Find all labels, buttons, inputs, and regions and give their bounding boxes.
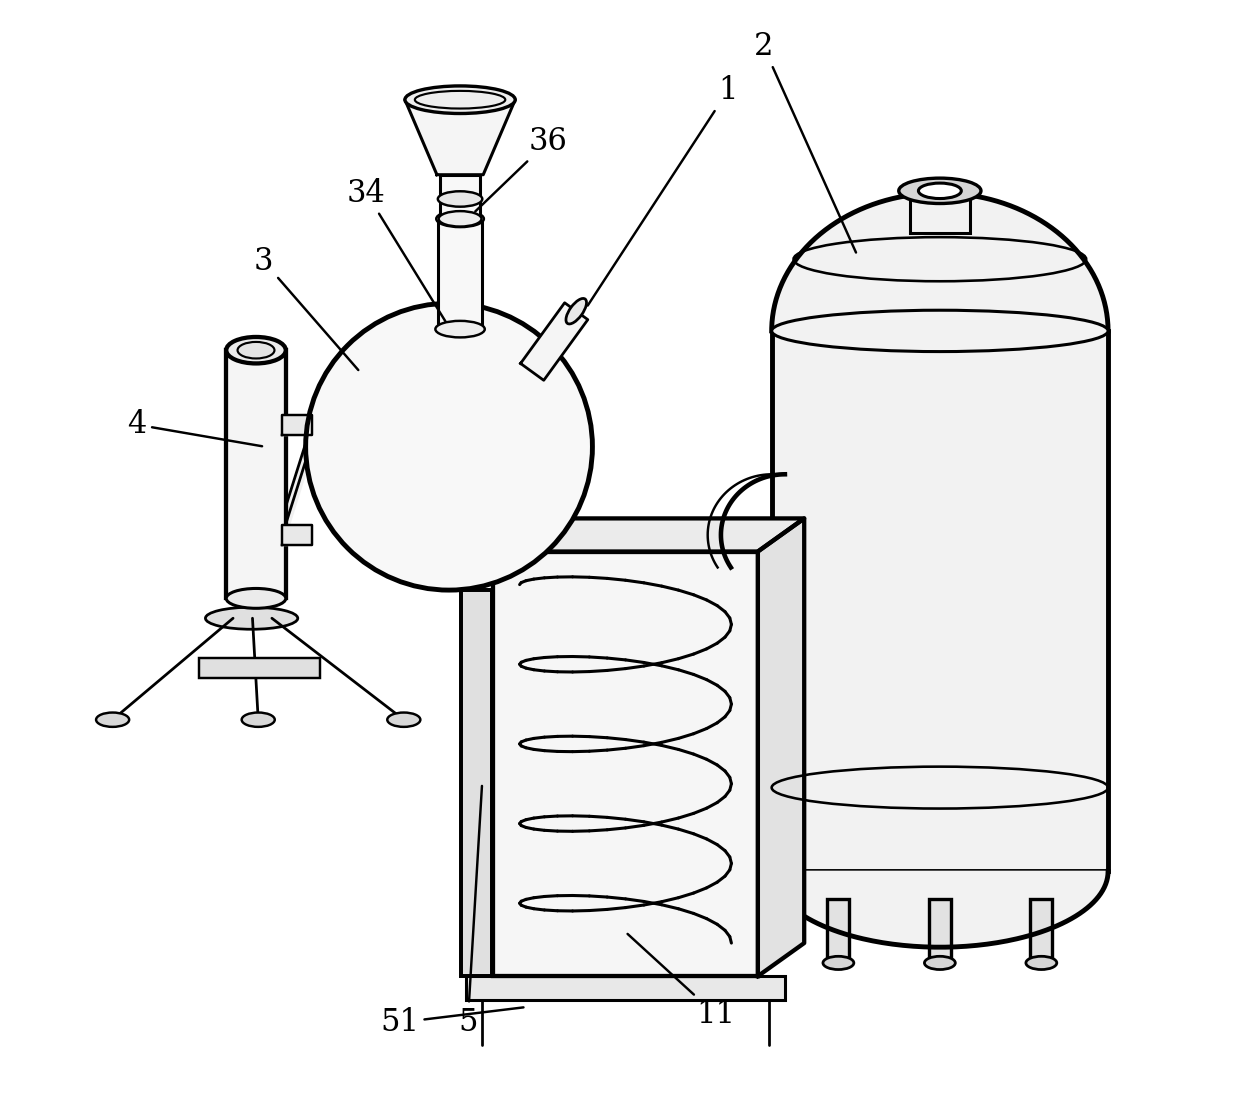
Bar bbox=[1030, 899, 1053, 963]
Ellipse shape bbox=[206, 607, 298, 629]
Ellipse shape bbox=[405, 86, 515, 114]
Ellipse shape bbox=[919, 183, 961, 199]
Text: 5: 5 bbox=[458, 786, 482, 1038]
Ellipse shape bbox=[435, 321, 485, 338]
Bar bbox=[827, 899, 849, 963]
Bar bbox=[929, 899, 951, 963]
Text: 3: 3 bbox=[254, 246, 358, 370]
Ellipse shape bbox=[565, 299, 587, 324]
Text: 4: 4 bbox=[128, 409, 262, 447]
Bar bbox=[226, 351, 285, 598]
Polygon shape bbox=[494, 518, 805, 552]
Ellipse shape bbox=[238, 342, 274, 358]
Ellipse shape bbox=[387, 713, 420, 727]
Ellipse shape bbox=[439, 211, 481, 226]
Polygon shape bbox=[283, 415, 312, 435]
Circle shape bbox=[305, 303, 593, 590]
Bar bbox=[461, 590, 492, 976]
Ellipse shape bbox=[438, 191, 482, 206]
Ellipse shape bbox=[1025, 956, 1056, 970]
Text: 51: 51 bbox=[379, 1007, 523, 1038]
Polygon shape bbox=[283, 525, 312, 545]
Ellipse shape bbox=[242, 713, 275, 727]
Bar bbox=[494, 552, 758, 976]
Bar bbox=[771, 331, 1109, 871]
Ellipse shape bbox=[226, 338, 285, 364]
Text: 11: 11 bbox=[627, 934, 735, 1030]
Ellipse shape bbox=[436, 211, 484, 227]
Ellipse shape bbox=[899, 179, 981, 203]
Text: 34: 34 bbox=[347, 178, 445, 321]
Text: 2: 2 bbox=[754, 31, 856, 253]
Polygon shape bbox=[771, 193, 1109, 331]
Polygon shape bbox=[405, 99, 515, 174]
Ellipse shape bbox=[925, 956, 955, 970]
Bar bbox=[465, 976, 785, 1000]
Ellipse shape bbox=[823, 956, 854, 970]
Text: 1: 1 bbox=[588, 75, 738, 306]
Bar bbox=[438, 218, 482, 329]
Bar bbox=[198, 657, 320, 677]
Polygon shape bbox=[771, 871, 1109, 947]
Polygon shape bbox=[758, 518, 805, 976]
Polygon shape bbox=[521, 302, 588, 381]
Bar bbox=[440, 174, 480, 218]
Ellipse shape bbox=[226, 589, 285, 609]
Bar bbox=[910, 191, 970, 233]
Ellipse shape bbox=[771, 310, 1109, 352]
Ellipse shape bbox=[95, 713, 129, 727]
Text: 36: 36 bbox=[475, 126, 568, 212]
